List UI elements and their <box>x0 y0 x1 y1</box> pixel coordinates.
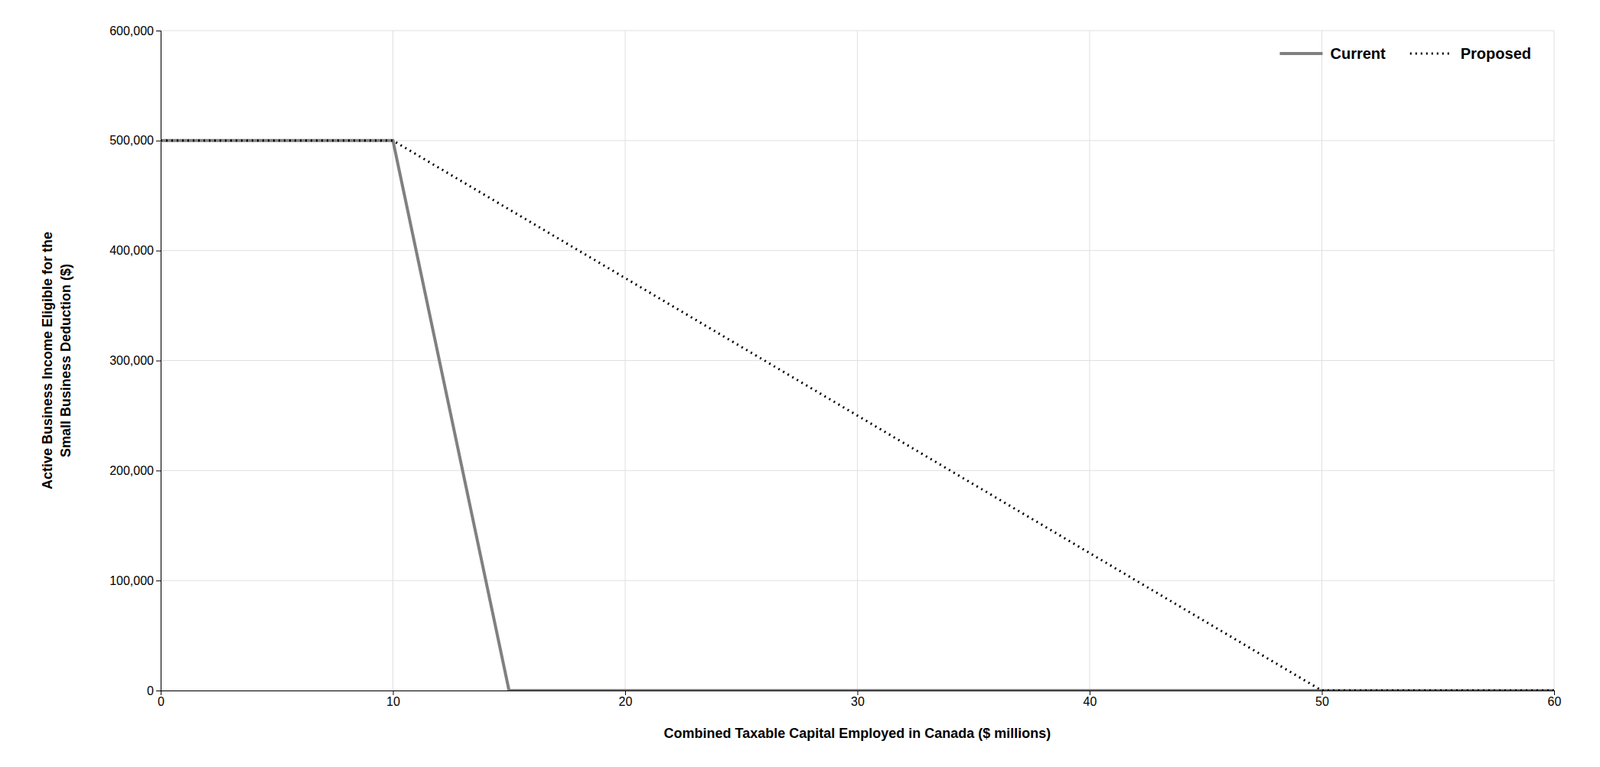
grid-line-y <box>160 30 1555 32</box>
y-axis-tick: 300,000 <box>109 354 161 368</box>
y-axis-tick: 0 <box>146 684 161 698</box>
y-axis-tick-label: 500,000 <box>109 133 154 147</box>
x-axis-tick-mark <box>393 690 395 696</box>
x-axis-tick-mark <box>1322 690 1324 696</box>
x-axis-tick-mark <box>857 690 859 696</box>
y-axis-tick-mark <box>156 580 161 582</box>
series-line <box>160 140 1555 691</box>
y-axis-tick: 400,000 <box>109 244 161 258</box>
y-axis-tick-label: 400,000 <box>109 244 154 258</box>
y-axis-tick-label: 100,000 <box>109 574 154 588</box>
series-line <box>160 140 1555 691</box>
grid-line-y <box>160 470 1555 472</box>
y-axis-line <box>156 31 162 692</box>
y-axis: 0 100,000 200,000 300,000 400,000 500,000 600,… <box>109 24 161 698</box>
x-axis-tick: 40 <box>1083 690 1098 709</box>
y-axis-tick: 500,000 <box>109 133 161 147</box>
chart: 0 10 20 30 40 50 60 0 100,000 200,000 300,000 400,0… <box>0 0 1600 767</box>
y-axis-title: Active Business Income Eligible for theS… <box>39 231 74 490</box>
grid-line-y <box>160 250 1555 251</box>
y-axis-tick-label: 300,000 <box>109 354 154 368</box>
x-axis-title: Combined Taxable Capital Employed in Can… <box>664 726 1052 742</box>
x-axis-tick-label: 20 <box>619 695 633 709</box>
y-axis-tick-mark <box>156 140 161 142</box>
x-axis: 0 10 20 30 40 50 60 <box>157 690 1561 709</box>
lines <box>160 140 1555 691</box>
y-axis-tick-mark <box>156 30 161 32</box>
legend-swatch <box>1410 52 1454 56</box>
x-axis-tick-label: 0 <box>157 695 165 709</box>
plot: 0 10 20 30 40 50 60 0 100,000 200,000 300,000 400,0… <box>39 24 1562 742</box>
x-axis-tick: 60 <box>1547 690 1562 709</box>
x-axis-tick-mark <box>625 690 626 696</box>
y-axis-tick-mark <box>156 250 161 252</box>
y-axis-tick-label: 0 <box>146 684 154 698</box>
x-axis-line <box>161 691 1555 697</box>
x-axis-tick: 50 <box>1315 690 1330 709</box>
x-axis-tick: 0 <box>157 690 165 709</box>
x-axis-tick-mark <box>1089 690 1091 696</box>
x-axis-tick: 30 <box>850 690 865 709</box>
y-axis-tick: 200,000 <box>109 464 161 478</box>
legend: Current Proposed <box>1280 45 1532 62</box>
grid-line-y <box>160 360 1555 362</box>
x-axis-tick-label: 50 <box>1315 695 1330 709</box>
grid-line-y <box>160 580 1555 582</box>
y-axis-title-line: Active Business Income Eligible for the <box>39 231 56 490</box>
y-axis-tick-label: 600,000 <box>109 24 154 38</box>
y-axis-tick: 100,000 <box>109 574 161 588</box>
legend-item: Proposed <box>1410 45 1532 62</box>
x-axis-tick-label: 30 <box>850 695 865 709</box>
x-axis-tick: 10 <box>386 690 401 709</box>
y-axis-tick-mark <box>156 361 161 362</box>
legend-swatch <box>1280 52 1324 56</box>
y-axis-title-line: Small Business Deduction ($) <box>58 263 74 458</box>
legend-item: Current <box>1280 45 1387 62</box>
y-axis-tick: 600,000 <box>109 24 161 38</box>
x-axis-tick-label: 10 <box>386 695 401 709</box>
x-axis-tick: 20 <box>619 690 633 709</box>
grid <box>160 30 1555 691</box>
x-axis-tick-label: 40 <box>1083 695 1098 709</box>
x-axis-tick-mark <box>1554 690 1555 696</box>
y-axis-tick-mark <box>156 690 161 692</box>
y-axis-tick-label: 200,000 <box>109 464 154 478</box>
y-axis-tick-mark <box>156 470 161 472</box>
legend-label: Proposed <box>1460 45 1532 62</box>
x-axis-tick-label: 60 <box>1547 695 1562 709</box>
legend-label: Current <box>1330 45 1387 62</box>
